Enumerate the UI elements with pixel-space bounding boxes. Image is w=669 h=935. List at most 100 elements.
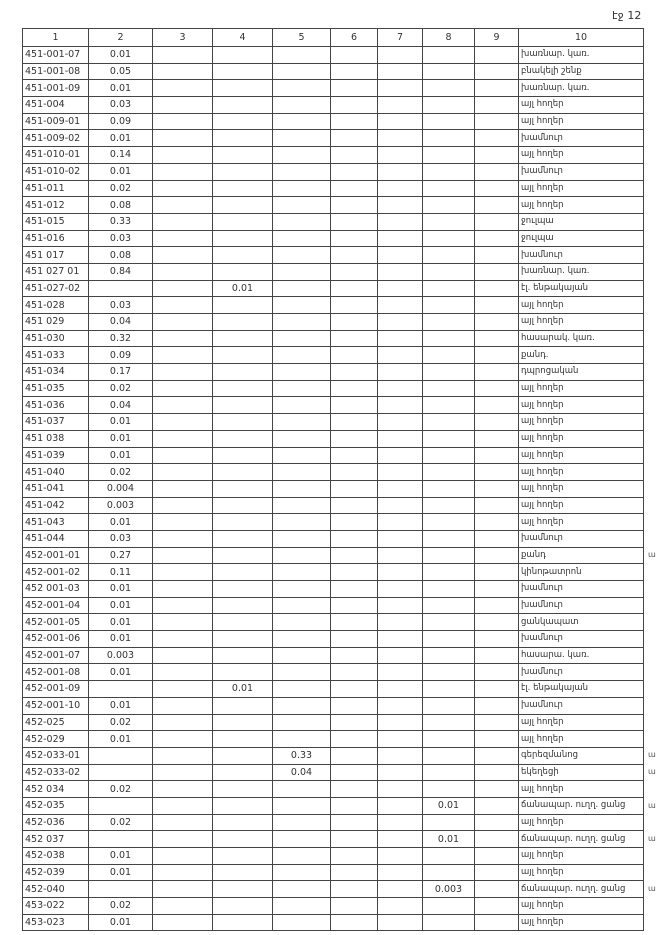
area-col-2: 0.05 [88,62,153,81]
area-col-8 [422,96,475,114]
area-col-9 [474,513,519,531]
area-col-3 [152,96,213,114]
area-col-5 [272,580,331,598]
area-col-5 [272,813,331,832]
area-col-8 [422,162,475,181]
parcel-code: 452-025 [22,713,89,732]
table-row: 452-038 0.01 այլ հողեր [22,847,644,865]
area-col-7 [377,529,423,548]
area-col-8: 0.003 [422,880,475,899]
land-use: ճանապար. ուղղ. ցանց [518,830,644,848]
table-row: 452-001-05 0.01 ցանկապատ [22,613,644,632]
table-row: 452-029 0.01 այլ հողեր [22,730,644,748]
area-col-3 [152,162,213,181]
parcel-code: 452-036 [22,813,89,832]
area-col-4 [212,796,273,815]
parcel-code: 451-033 [22,346,89,365]
area-col-8 [422,62,475,81]
table-row: 451-043 0.01 այլ հողեր [22,513,644,531]
area-col-7 [377,346,423,365]
area-col-2: 0.02 [88,379,153,398]
area-col-9 [474,179,519,198]
area-col-8 [422,713,475,732]
table-row: 451-001-09 0.01 խառնար. կառ. [22,79,644,98]
land-use: այլ հողեր [518,179,644,198]
table-row: 451 027 01 0.84 խառնար. կառ. [22,262,644,281]
table-row: 452-025 0.02 այլ հողեր [22,713,644,732]
area-col-2: 0.02 [88,463,153,481]
area-col-6 [330,446,378,465]
area-col-2: 0.01 [88,580,153,598]
parcel-code: 451-015 [22,212,89,231]
area-col-9 [474,730,519,748]
area-col-7 [377,847,423,865]
area-col-7 [377,479,423,498]
area-col-2: 0.09 [88,346,153,365]
area-col-6 [330,830,378,848]
area-col-9 [474,613,519,632]
parcel-code: 452-001-04 [22,596,89,615]
area-col-9 [474,413,519,431]
land-use: այլ հողեր [518,496,644,515]
land-use: խամնուր [518,596,644,615]
area-col-3 [152,880,213,899]
area-col-5 [272,513,331,531]
table-row: 451-028 0.03 այլ հողեր [22,296,644,314]
parcel-code: 451-001-08 [22,62,89,81]
area-col-2: 0.03 [88,529,153,548]
area-col-9 [474,863,519,882]
area-col-5 [272,62,331,81]
area-col-2: 0.17 [88,363,153,381]
area-col-4 [212,162,273,181]
area-col-7 [377,913,423,932]
area-col-3 [152,229,213,248]
land-use: այլ հողեր [518,296,644,314]
area-col-5 [272,830,331,848]
parcel-code: 452 034 [22,780,89,798]
land-use: բնակելի շենք [518,62,644,81]
area-col-4 [212,613,273,632]
area-col-8 [422,696,475,715]
area-col-6 [330,346,378,365]
area-col-2: 0.02 [88,813,153,832]
area-col-7 [377,413,423,431]
area-col-6 [330,212,378,231]
area-col-5 [272,546,331,565]
land-use: այլ հողեր [518,713,644,732]
page-number: էջ 12 [612,9,642,22]
area-col-2: 0.01 [88,129,153,148]
area-col-4 [212,146,273,164]
area-col-5 [272,880,331,899]
area-col-5 [272,146,331,164]
area-col-9 [474,296,519,314]
area-col-3 [152,129,213,148]
area-col-4 [212,429,273,448]
area-col-7 [377,162,423,181]
area-col-4: 0.01 [212,680,273,698]
parcel-code: 451-041 [22,479,89,498]
parcel-code: 452-033-01 [22,746,89,765]
land-use: ցանկապատ [518,613,644,632]
land-use: այլ հողեր [518,313,644,331]
land-use: այլ հողեր [518,479,644,498]
area-col-8 [422,212,475,231]
area-col-8 [422,46,475,64]
area-col-6 [330,663,378,682]
area-col-4 [212,630,273,648]
area-col-7 [377,446,423,465]
area-col-9 [474,196,519,214]
area-col-9 [474,162,519,181]
land-use: կինոթատրոն [518,563,644,581]
area-col-7 [377,613,423,632]
area-col-8 [422,913,475,932]
area-col-6 [330,279,378,298]
area-col-8 [422,813,475,832]
area-col-3 [152,479,213,498]
land-use: էլ. ենթակայան [518,279,644,298]
header-row: 1 2 3 4 5 6 7 8 9 10 [22,28,644,47]
column-header-9: 9 [474,28,519,47]
area-col-7 [377,146,423,164]
area-col-7 [377,630,423,648]
area-col-2: 0.08 [88,196,153,214]
area-col-9 [474,630,519,648]
